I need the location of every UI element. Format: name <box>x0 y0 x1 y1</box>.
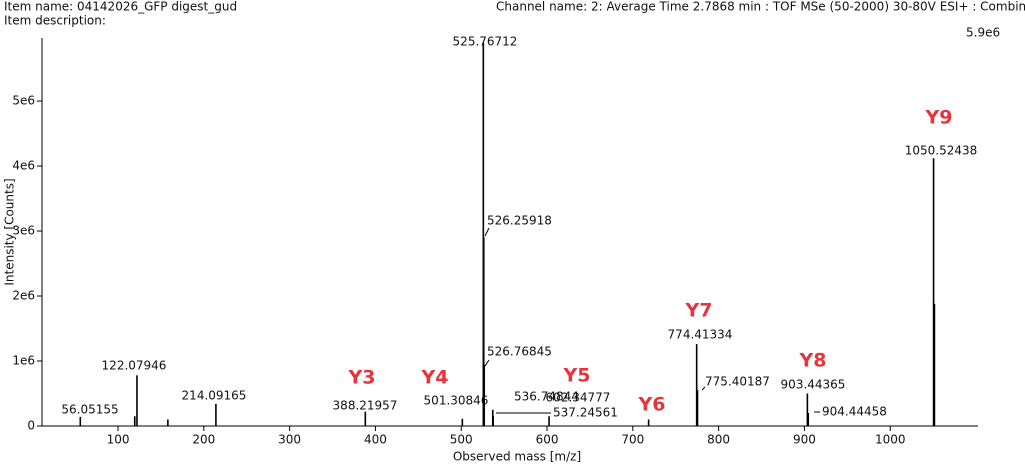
fragment-annotation: Y7 <box>685 300 713 322</box>
channel-name: Channel name: 2: Average Time 2.7868 min… <box>496 0 1025 14</box>
x-tick-label: 900 <box>793 433 816 447</box>
peak-label: 526.25918 <box>487 214 552 228</box>
y-tick-label: 0 <box>27 419 35 433</box>
peak-label: 56.05155 <box>61 403 118 417</box>
peak-label: 1050.52438 <box>905 144 978 158</box>
x-axis-label: Observed mass [m/z] <box>453 450 581 464</box>
peak-label: 122.07946 <box>102 359 167 373</box>
peak-label: 775.40187 <box>705 375 770 389</box>
y-axis-label: Intensity [Counts] <box>3 178 17 285</box>
max-intensity: 5.9e6 <box>966 26 1000 40</box>
peak-label: 602.34777 <box>546 391 611 405</box>
y-tick-label: 1e6 <box>12 354 35 368</box>
x-tick-label: 400 <box>364 433 387 447</box>
x-tick-label: 300 <box>278 433 301 447</box>
x-tick-label: 700 <box>621 433 644 447</box>
peak-label: 774.41334 <box>668 328 733 342</box>
x-tick-label: 1000 <box>875 433 906 447</box>
peak-label: 388.21957 <box>333 399 398 413</box>
x-tick-label: 100 <box>107 433 130 447</box>
peak-label: 904.44458 <box>822 405 887 419</box>
item-description: Item description: <box>4 14 106 28</box>
peak-label: 526.76845 <box>487 345 552 359</box>
fragment-annotation: Y8 <box>799 350 827 372</box>
x-tick-label: 800 <box>707 433 730 447</box>
fragment-annotation: Y4 <box>421 367 449 389</box>
peak-label: 903.44365 <box>781 378 846 392</box>
fragment-annotation: Y3 <box>348 367 376 389</box>
fragment-annotation: Y5 <box>563 365 591 387</box>
peak-label: 525.76712 <box>453 35 518 49</box>
y-tick-label: 4e6 <box>12 159 35 173</box>
x-tick-label: 200 <box>192 433 215 447</box>
item-name: Item name: 04142026_GFP digest_gud <box>4 0 237 14</box>
x-tick-label: 600 <box>536 433 559 447</box>
x-tick-label: 500 <box>450 433 473 447</box>
fragment-annotation: Y6 <box>638 394 666 416</box>
peak-label: 537.24561 <box>553 406 618 420</box>
fragment-annotation: Y9 <box>925 107 953 129</box>
label-leader <box>701 386 706 391</box>
y-tick-label: 3e6 <box>12 224 35 238</box>
label-leader <box>484 227 490 237</box>
peak-label: 536.74844 <box>514 390 579 404</box>
label-leader <box>484 359 490 367</box>
peak-label: 501.30846 <box>424 394 489 408</box>
y-tick-label: 5e6 <box>12 94 35 108</box>
y-tick-label: 2e6 <box>12 289 35 303</box>
peak-label: 214.09165 <box>182 389 247 403</box>
